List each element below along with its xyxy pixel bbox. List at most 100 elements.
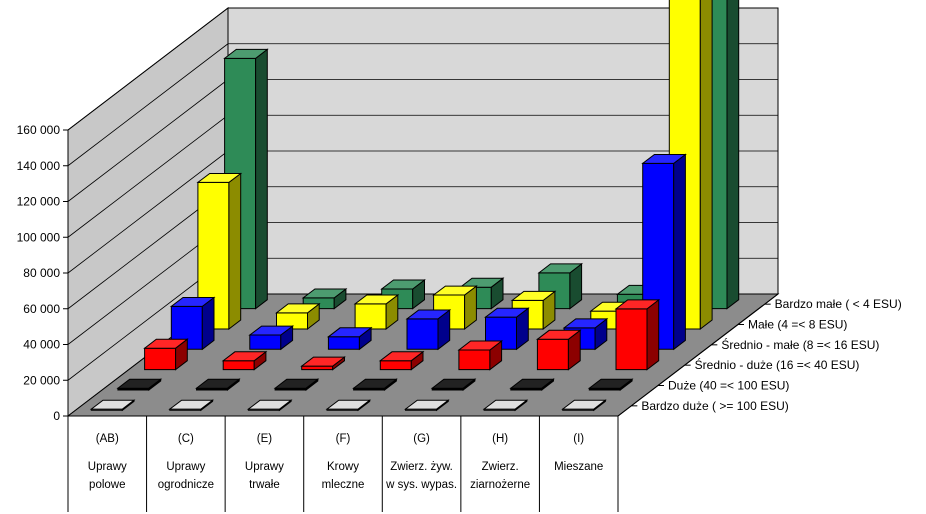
category-label: w sys. wypas. (385, 479, 457, 491)
bar-top-face (537, 263, 584, 274)
series-label: Bardzo małe ( < 4 ESU) (775, 297, 902, 311)
bar-top-face (405, 309, 452, 320)
bar-top-face (325, 399, 372, 410)
bar-top-face (641, 154, 687, 164)
bar-top-face (116, 378, 163, 389)
bar-top-face (89, 399, 136, 410)
bar-side-face (255, 48, 268, 310)
series-label: Średnio - małe (8 =< 16 ESU) (721, 337, 879, 352)
bar (143, 338, 189, 371)
bar (587, 378, 634, 392)
bar-top-face (143, 338, 189, 349)
series-label: Duże (40 =< 100 ESU) (668, 379, 789, 393)
bar-top-face (430, 378, 477, 389)
bar (273, 378, 320, 392)
bar-front-face (379, 360, 412, 371)
category-label: trwałe (249, 479, 280, 491)
y-tick-label: 120 000 (17, 195, 61, 209)
bar (535, 329, 582, 371)
gridline-side (67, 7, 229, 131)
bar-top-face (273, 378, 320, 389)
bar-top-face (378, 351, 425, 362)
bar-side-face (726, 0, 740, 310)
y-tick-label: 100 000 (17, 230, 61, 244)
bar-front-face (354, 303, 387, 330)
category-label: Krowy (327, 461, 359, 473)
bar-top-face (353, 294, 400, 305)
category-label: Uprawy (245, 461, 284, 473)
depth-axis-line (617, 293, 779, 417)
gridline-side (67, 43, 229, 167)
gridline-side (67, 79, 229, 202)
bar-front-face (615, 308, 648, 371)
y-tick-label: 40 000 (23, 338, 60, 352)
bar-top-face (535, 329, 582, 340)
bar-top-face (404, 399, 450, 410)
bar-front-face (301, 365, 334, 371)
bar (353, 293, 400, 331)
category-label: Zwierz. (482, 461, 519, 473)
bar-front-face (144, 347, 177, 371)
bar-top-face (510, 290, 557, 301)
y-tick-label: 0 (53, 409, 60, 423)
bar-top-face (482, 399, 529, 410)
bar-top-face (248, 325, 295, 336)
bar (195, 378, 241, 392)
category-label: (H) (492, 433, 508, 445)
bar-front-face (327, 336, 360, 350)
bar (223, 48, 269, 310)
bar-top-face (223, 48, 269, 59)
gridline-side (67, 150, 229, 274)
category-table: (AB) Uprawy polowe (C) Uprawy ogrodnicze (E) Up… (67, 415, 619, 512)
bar-top-face (380, 279, 426, 290)
category-label: Uprawy (166, 461, 205, 473)
bar-top-face (301, 288, 348, 299)
category-label: (E) (257, 433, 273, 445)
bar-top-face (561, 399, 607, 410)
bar-top-face (614, 299, 661, 310)
bar-top-face (457, 340, 504, 351)
bar (561, 399, 607, 412)
category-label: ziarnożerne (470, 479, 530, 491)
bar-top-face (352, 378, 398, 389)
bar (404, 399, 450, 412)
bar-top-face (432, 285, 478, 296)
bar-side-face (646, 298, 660, 371)
y-tick-label: 80 000 (23, 266, 60, 280)
category-label: (C) (178, 433, 194, 445)
bar-top-face (562, 318, 609, 329)
bar (169, 296, 216, 351)
category-label: (AB) (96, 433, 119, 445)
category-label: (G) (413, 433, 430, 445)
bar-top-face (458, 277, 505, 288)
bar-top-face (300, 356, 346, 367)
bar-top-face (168, 399, 215, 410)
bars (89, 0, 740, 412)
bar-top-face (587, 378, 634, 389)
bar-top-face (509, 378, 555, 389)
bar (482, 399, 529, 412)
bar-top-face (484, 307, 530, 318)
category-label: (F) (336, 433, 351, 445)
y-tick-label: 60 000 (23, 302, 60, 316)
bar (248, 325, 295, 351)
bar (457, 339, 504, 371)
gridline-side (67, 114, 229, 238)
bar (275, 302, 321, 331)
bar (326, 326, 373, 351)
bar-side-face (673, 153, 686, 351)
bar (196, 172, 243, 331)
category-label: polowe (89, 479, 125, 491)
category-label: Mieszane (554, 461, 603, 473)
bar-front-face (249, 334, 282, 350)
series-label: Średnio - duże (16 =< 40 ESU) (695, 357, 860, 372)
bar-top-face (196, 173, 243, 183)
bar-front-face (222, 360, 255, 371)
depth-legend: Bardzo duże ( >= 100 ESU) Duże (40 =< 100… (617, 293, 902, 417)
bar-top-face (195, 378, 241, 389)
y-tick-label: 160 000 (17, 123, 61, 137)
y-tick-label: 140 000 (17, 159, 61, 173)
category-label: (I) (573, 433, 584, 445)
category-label: mleczne (322, 479, 365, 491)
bar-side-face (699, 0, 713, 331)
